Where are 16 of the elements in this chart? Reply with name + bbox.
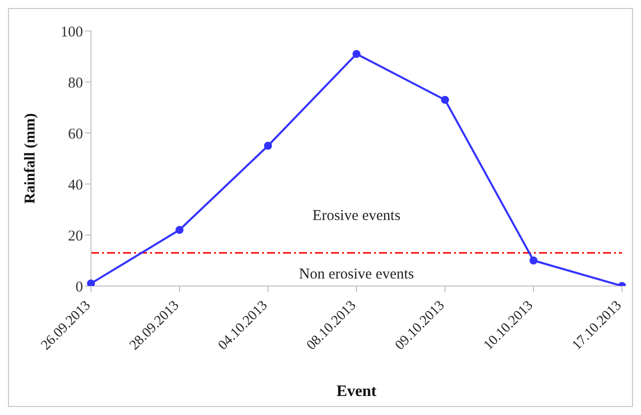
point xyxy=(87,279,95,286)
y-tick-label: 40 xyxy=(68,177,83,194)
y-axis-title: Rainfall (mm) xyxy=(22,113,38,204)
y-tick-label: 20 xyxy=(68,228,83,244)
point xyxy=(530,256,538,264)
point xyxy=(176,226,184,234)
x-axis-title: Event xyxy=(336,383,378,400)
annotation: Non erosive events xyxy=(299,266,414,283)
point xyxy=(441,96,449,104)
y-tick-label: 60 xyxy=(68,126,83,142)
y-tick-label: 0 xyxy=(76,279,83,296)
point xyxy=(352,50,360,58)
y-tick-label: 80 xyxy=(68,75,83,92)
point xyxy=(264,142,272,150)
annotation: Erosive events xyxy=(312,208,401,224)
y-tick-label: 100 xyxy=(60,24,83,40)
